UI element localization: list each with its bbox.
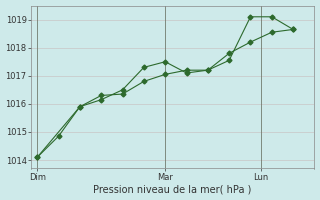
X-axis label: Pression niveau de la mer( hPa ): Pression niveau de la mer( hPa ): [93, 184, 252, 194]
